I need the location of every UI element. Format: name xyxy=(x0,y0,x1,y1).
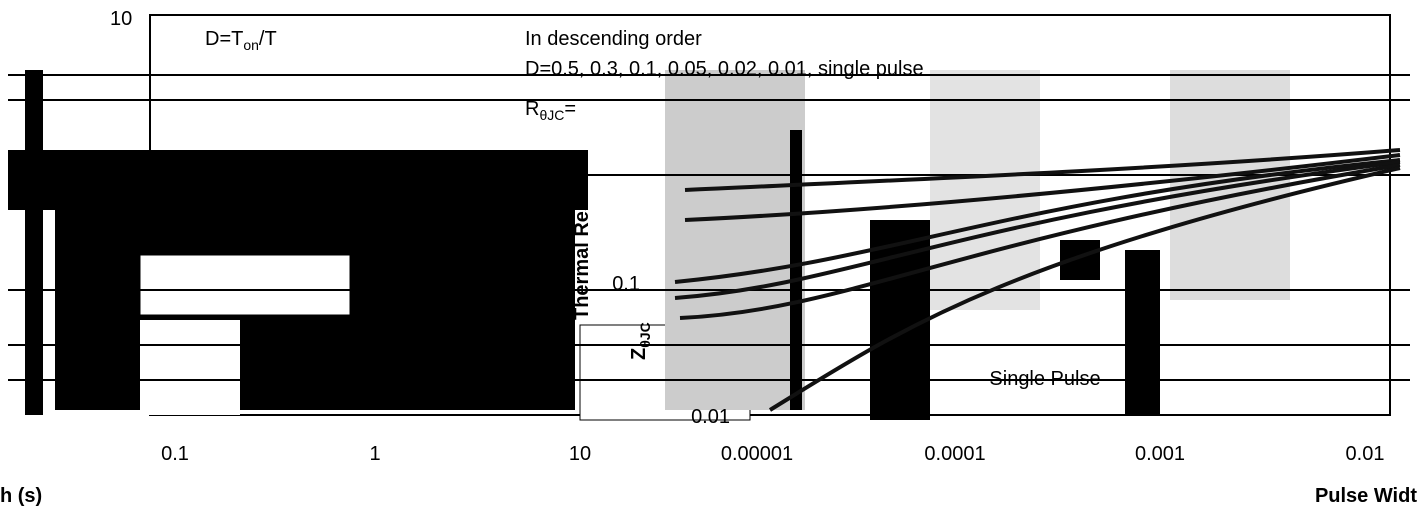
x-tick-label: 10 xyxy=(569,443,591,465)
x-axis-title: Pulse Widt xyxy=(1315,485,1417,507)
annotation: Single Pulse xyxy=(989,368,1100,390)
resistance-label: RθJC= xyxy=(525,98,576,123)
y-tick-label: 0.1 xyxy=(612,273,640,295)
duty-formula: D=Ton/T xyxy=(205,28,277,53)
x-tick-label: 0.1 xyxy=(161,443,189,465)
curves xyxy=(674,148,1401,412)
x-tick-label: 0.001 xyxy=(1135,443,1185,465)
x-tick-label: 1 xyxy=(369,443,380,465)
on-time-label: Ton xyxy=(250,341,278,366)
legend-heading: In descending order xyxy=(525,28,702,50)
legend-values: D=0.5, 0.3, 0.1, 0.05, 0.02, 0.01, singl… xyxy=(525,58,924,80)
y-title: Normalized T xyxy=(543,194,565,320)
y-top-label: 10 xyxy=(110,8,132,30)
x-axis-title: h (s) xyxy=(0,485,42,507)
power-label: PD xyxy=(105,273,128,298)
y-tick-label: 0.01 xyxy=(691,406,730,428)
y-symbol: ZθJC xyxy=(628,322,653,360)
x-tick-label: 0.00001 xyxy=(721,443,793,465)
period-label: T xyxy=(305,363,317,385)
x-tick-label: 0.0001 xyxy=(924,443,985,465)
y-title: Thermal Resist xyxy=(571,176,593,320)
legend-bg xyxy=(515,22,700,52)
x-tick-label: 0.01 xyxy=(1346,443,1385,465)
